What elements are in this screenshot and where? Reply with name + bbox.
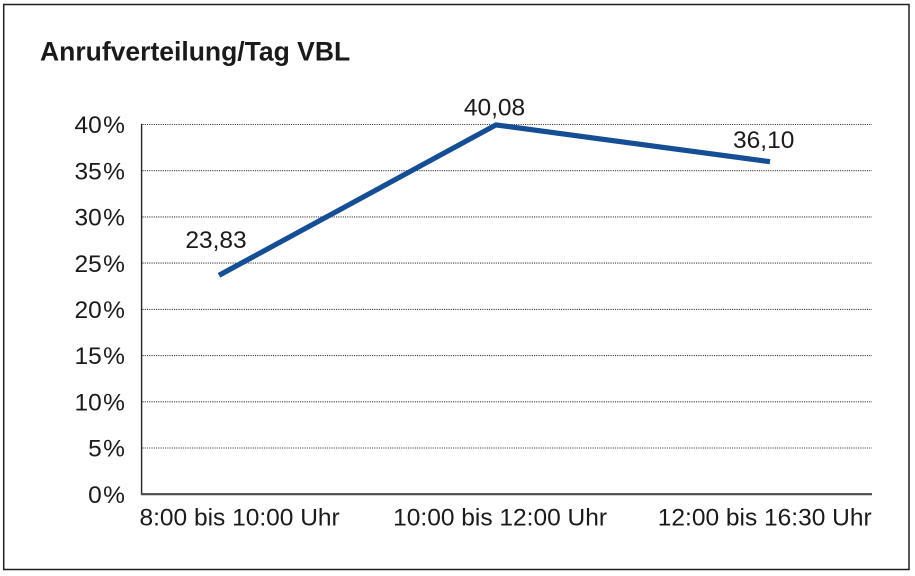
svg-text:23,83: 23,83 <box>185 227 246 254</box>
svg-text:15: 15 <box>75 343 102 370</box>
svg-text:40,08: 40,08 <box>464 94 525 121</box>
svg-text:%: % <box>103 482 125 509</box>
svg-text:36,10: 36,10 <box>733 127 794 154</box>
svg-text:0: 0 <box>88 482 102 509</box>
svg-text:40: 40 <box>75 112 102 139</box>
svg-text:12:00 bis 16:30 Uhr: 12:00 bis 16:30 Uhr <box>658 505 872 532</box>
svg-text:35: 35 <box>75 158 102 185</box>
svg-text:5: 5 <box>88 436 102 463</box>
svg-text:%: % <box>103 251 125 278</box>
svg-text:8:00 bis 10:00 Uhr: 8:00 bis 10:00 Uhr <box>139 505 339 532</box>
svg-text:20: 20 <box>75 297 102 324</box>
svg-text:%: % <box>103 205 125 232</box>
svg-text:Anrufverteilung/Tag VBL: Anrufverteilung/Tag VBL <box>40 36 350 66</box>
svg-text:30: 30 <box>75 205 102 232</box>
svg-text:%: % <box>103 112 125 139</box>
svg-text:25: 25 <box>75 251 102 278</box>
svg-text:%: % <box>103 436 125 463</box>
svg-text:10:00 bis 12:00 Uhr: 10:00 bis 12:00 Uhr <box>393 505 607 532</box>
svg-text:%: % <box>103 158 125 185</box>
svg-text:%: % <box>103 390 125 417</box>
svg-text:10: 10 <box>75 390 102 417</box>
svg-text:%: % <box>103 343 125 370</box>
svg-text:%: % <box>103 297 125 324</box>
